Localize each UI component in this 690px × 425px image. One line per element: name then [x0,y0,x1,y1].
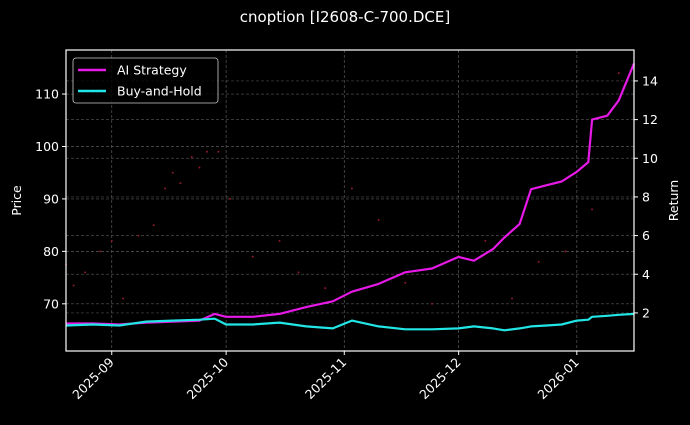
y2-tick-label: 10 [642,151,658,166]
y-axis-label: Price [9,185,24,216]
x-tick-label: 2025-12 [416,355,464,403]
y-axis-right: 2 4 6 8 10 12 14 Return [634,73,681,320]
legend: AI Strategy Buy-and-Hold [72,57,219,104]
y2-tick-label: 12 [642,112,658,127]
y2-tick-label: 6 [642,228,650,243]
y2-axis-label: Return [666,180,681,221]
axes-frame [65,49,635,352]
x-axis: 2025-09 2025-10 2025-11 2025-12 2026-01 [69,351,582,402]
chart-title: cnoption [I2608-C-700.DCE] [239,8,451,26]
legend-label: Buy-and-Hold [117,84,202,99]
y-axis-left: 70 80 90 100 110 Price [9,87,66,311]
y-tick-label: 80 [43,244,59,259]
y2-tick-label: 4 [642,267,650,282]
legend-label: AI Strategy [117,63,187,78]
x-tick-label: 2025-11 [302,355,350,403]
grid [66,50,634,351]
y2-tick-label: 14 [642,73,658,88]
x-tick-label: 2025-10 [184,354,232,402]
y2-tick-label: 8 [642,189,650,204]
y-tick-label: 110 [35,87,59,102]
y-tick-label: 100 [35,139,59,154]
series-line-buy-and-hold [65,312,635,332]
x-tick-label: 2026-01 [534,355,582,403]
y2-tick-label: 2 [642,305,650,320]
y-tick-label: 70 [43,296,59,311]
y-tick-label: 90 [43,191,59,206]
x-tick-label: 2025-09 [69,354,117,402]
